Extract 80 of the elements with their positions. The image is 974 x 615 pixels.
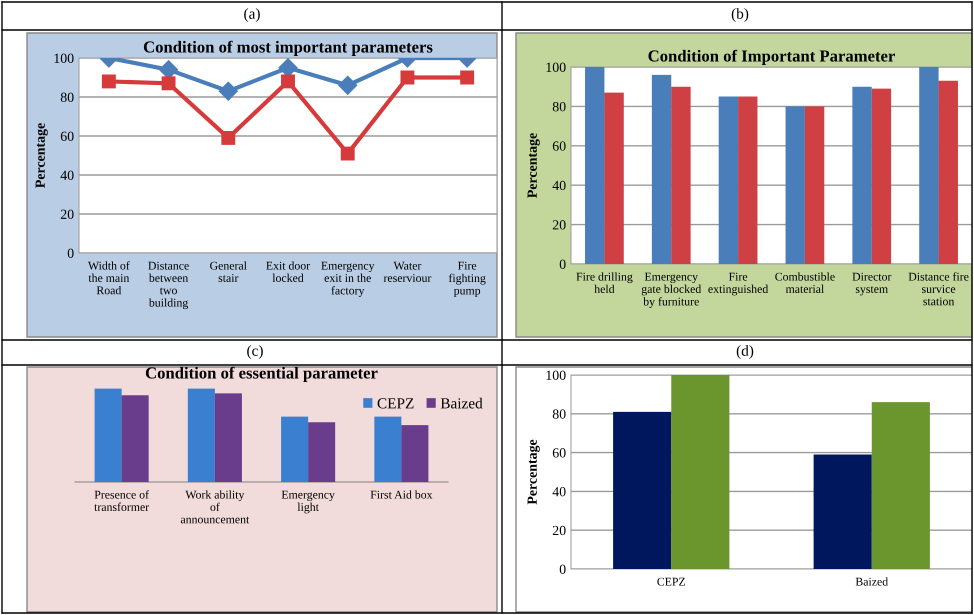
y-tick-label: 60 bbox=[552, 141, 566, 151]
point bbox=[221, 131, 236, 145]
y-tick-label: 100 bbox=[54, 54, 74, 63]
y-tick-label: 80 bbox=[552, 102, 566, 112]
x-tick-label: Presence of transformer bbox=[94, 490, 150, 511]
x-tick-label: Emergency exit in the factory bbox=[321, 262, 374, 297]
bar bbox=[938, 80, 958, 264]
bar bbox=[374, 416, 402, 482]
y-tick-label: 60 bbox=[60, 132, 74, 141]
x-tick-label: Fire fighting pump bbox=[448, 262, 486, 297]
point bbox=[281, 74, 295, 88]
chart-title: Condition of Important Parameter bbox=[648, 50, 895, 65]
y-tick-label: 0 bbox=[560, 564, 566, 574]
bar bbox=[604, 92, 624, 264]
legend-label: CEPZ bbox=[378, 398, 414, 408]
y-tick-label: 20 bbox=[552, 220, 566, 230]
x-tick-label: Width of the main Road bbox=[88, 261, 130, 294]
y-tick-label: 80 bbox=[60, 92, 74, 102]
x-tick-label: Exit door locked bbox=[266, 261, 310, 282]
x-tick-label: Emergency light bbox=[282, 490, 335, 514]
y-axis-title: Percentage bbox=[36, 123, 48, 188]
chart-title: Condition of essential parameter bbox=[146, 366, 378, 382]
bar bbox=[613, 412, 672, 569]
x-tick-label: Work ability of announcement bbox=[180, 490, 250, 524]
bar bbox=[919, 67, 939, 264]
y-tick-label: 20 bbox=[60, 210, 74, 219]
bar bbox=[652, 74, 672, 264]
point bbox=[218, 82, 238, 101]
point bbox=[102, 74, 116, 88]
point bbox=[460, 70, 474, 84]
y-tick-label: 20 bbox=[552, 526, 566, 536]
bar bbox=[786, 106, 805, 264]
x-tick-label: Distance fire survice station bbox=[908, 272, 968, 306]
x-tick-label: Distance between two building bbox=[148, 262, 189, 310]
bar bbox=[671, 375, 730, 569]
y-axis-title: Percentage bbox=[528, 440, 540, 504]
x-tick-label: First Aid box bbox=[370, 490, 432, 499]
bar bbox=[308, 422, 336, 482]
legend-label: Baized bbox=[440, 398, 483, 408]
x-tick-label: General stair bbox=[210, 261, 247, 282]
point bbox=[400, 70, 414, 84]
bar bbox=[214, 393, 242, 482]
bar bbox=[188, 388, 215, 482]
bar bbox=[872, 88, 892, 264]
text: (b) bbox=[732, 8, 748, 22]
text: (d) bbox=[736, 345, 754, 359]
y-tick-label: 0 bbox=[560, 260, 566, 269]
y-tick-label: 60 bbox=[552, 448, 566, 458]
y-tick-label: 40 bbox=[60, 170, 74, 180]
y-tick-label: 100 bbox=[546, 62, 566, 72]
y-tick-label: 80 bbox=[552, 409, 566, 419]
bar bbox=[671, 86, 691, 264]
point bbox=[162, 76, 176, 90]
bar bbox=[804, 106, 824, 264]
bar bbox=[585, 67, 604, 264]
point bbox=[338, 76, 358, 95]
x-tick-label: Director system bbox=[852, 272, 892, 296]
x-tick-label: Emergency gate blocked by furniture bbox=[642, 272, 702, 308]
bar bbox=[872, 402, 930, 569]
y-tick-label: 40 bbox=[552, 180, 566, 190]
bar bbox=[814, 454, 872, 569]
point bbox=[340, 146, 355, 160]
x-tick-label: Fire drilling held bbox=[576, 272, 633, 294]
chart-title: Condition of most important parameters bbox=[144, 40, 432, 56]
bar bbox=[94, 388, 122, 482]
bar bbox=[281, 416, 308, 482]
y-tick-label: 0 bbox=[68, 248, 74, 258]
text: (a) bbox=[244, 8, 260, 22]
x-tick-label: Combustible material bbox=[775, 272, 835, 293]
x-tick-label: Fire extinguished bbox=[708, 272, 768, 296]
bar bbox=[718, 96, 738, 264]
bar bbox=[122, 395, 149, 482]
y-tick-label: 100 bbox=[546, 370, 566, 380]
bar bbox=[401, 425, 428, 482]
y-tick-label: 40 bbox=[552, 486, 566, 496]
y-axis-title: Percentage bbox=[528, 133, 540, 198]
text: (c) bbox=[247, 345, 263, 359]
bar bbox=[852, 86, 872, 264]
x-tick-label: Water reserviour bbox=[384, 262, 432, 282]
bar bbox=[738, 96, 758, 264]
